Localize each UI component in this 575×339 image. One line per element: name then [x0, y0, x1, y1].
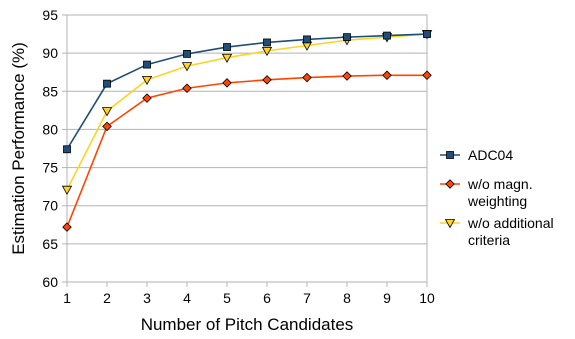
x-axis-title: Number of Pitch Candidates — [141, 315, 354, 334]
legend-label-line: w/o magn. — [467, 176, 533, 192]
series-line — [66, 33, 428, 150]
data-point — [261, 46, 273, 57]
y-tick-label: 70 — [42, 198, 58, 214]
x-tick-label: 5 — [223, 290, 231, 306]
data-point — [221, 53, 233, 64]
data-point — [342, 71, 352, 81]
legend-label-line: ADC04 — [468, 147, 513, 163]
data-point — [142, 93, 152, 103]
legend-marker — [444, 219, 456, 229]
legend-marker — [446, 151, 454, 159]
legend-item-0: ADC04 — [440, 147, 513, 163]
data-point — [182, 83, 192, 93]
series-0 — [63, 30, 431, 154]
data-point — [303, 35, 311, 44]
series-1 — [62, 70, 432, 232]
gridlines — [67, 14, 427, 245]
x-tick-label: 2 — [103, 290, 111, 306]
tick-labels: 60 65 70 75 80 85 90 95 1 2 3 4 5 6 7 8 9 10 — [42, 7, 435, 306]
legend-label-line: w/o additional — [467, 215, 554, 231]
data-point — [62, 222, 72, 232]
y-tick-label: 95 — [42, 7, 58, 23]
data-point — [343, 33, 351, 42]
data-point — [302, 72, 312, 83]
legend-label-line: weighting — [467, 193, 527, 209]
data-point — [423, 30, 431, 38]
data-point — [101, 107, 113, 117]
data-point — [181, 62, 193, 72]
data-point — [143, 60, 151, 69]
data-point — [63, 145, 71, 154]
data-point — [141, 75, 153, 86]
legend-label: w/o magn. weighting — [467, 176, 533, 209]
data-point — [61, 185, 73, 196]
x-tick-label: 6 — [263, 290, 271, 306]
data-point — [383, 31, 391, 40]
legend-label-line: criteria — [468, 232, 510, 248]
x-tick-label: 8 — [343, 290, 351, 306]
y-tick-label: 80 — [42, 121, 58, 137]
axes — [62, 14, 428, 287]
legend-item-1: w/o magn. weighting — [440, 176, 533, 209]
x-tick-label: 1 — [63, 290, 71, 306]
data-point — [262, 75, 272, 85]
legend: ADC04 w/o magn. weighting w/o additional cri… — [440, 147, 554, 248]
y-tick-label: 90 — [42, 45, 58, 61]
y-tick-label: 75 — [42, 160, 58, 176]
y-tick-label: 85 — [42, 83, 58, 99]
series-line — [66, 33, 428, 191]
y-tick-label: 65 — [42, 236, 58, 252]
series-2 — [61, 30, 433, 196]
x-tick-label: 10 — [419, 290, 435, 306]
data-point — [183, 50, 191, 58]
data-point — [263, 38, 271, 47]
series-group — [61, 30, 433, 232]
y-axis-title: Estimation Performance (%) — [9, 42, 28, 255]
legend-item-2: w/o additional criteria — [440, 215, 554, 248]
data-point — [222, 78, 232, 88]
y-tick-label: 60 — [42, 274, 58, 290]
data-point — [102, 121, 112, 132]
x-tick-label: 9 — [383, 290, 391, 306]
legend-label: w/o additional criteria — [467, 215, 554, 248]
data-point — [422, 70, 432, 81]
x-tick-label: 3 — [143, 290, 151, 306]
data-point — [382, 70, 392, 81]
data-point — [103, 79, 111, 88]
data-point — [223, 43, 231, 51]
series-line — [66, 74, 427, 228]
legend-label: ADC04 — [468, 147, 513, 163]
x-tick-label: 4 — [183, 290, 191, 306]
legend-marker — [445, 179, 455, 189]
x-tick-label: 7 — [303, 290, 311, 306]
